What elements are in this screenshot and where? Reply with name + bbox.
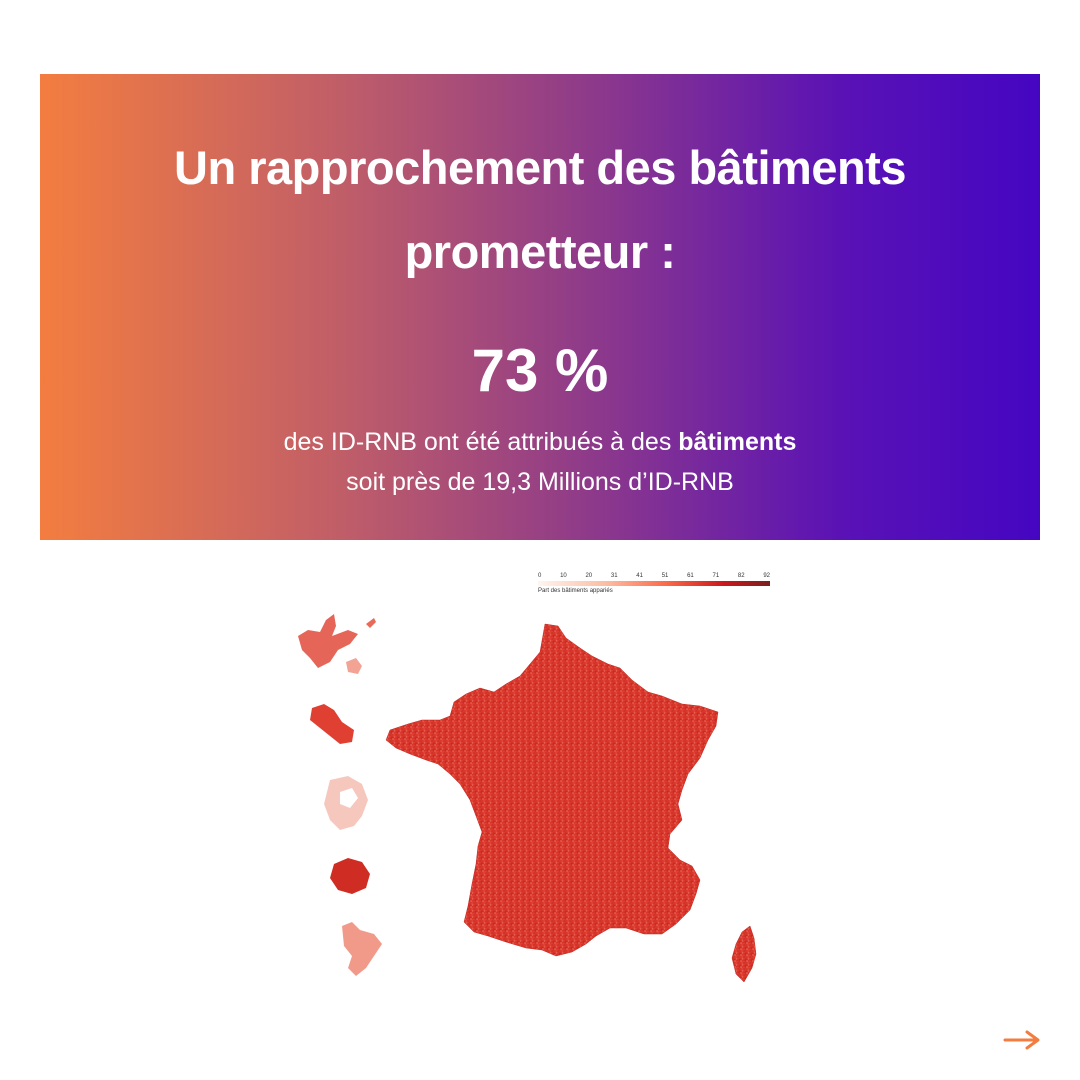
stat-description: des ID-RNB ont été attribués à des bâtim… [40,422,1040,502]
territory-guadeloupe-islet [346,658,362,674]
territory-reunion [330,858,370,894]
legend-ticks: 0 10 20 31 41 51 61 71 82 92 [538,572,770,580]
title-line-2: prometteur : [404,225,676,278]
desc-line-2: soit près de 19,3 Millions d’ID-RNB [346,468,734,496]
territory-guadeloupe [298,614,358,668]
legend-title: Part des bâtiments appariés [538,588,613,594]
title-line-1: Un rapprochement des bâtiments [174,141,906,194]
desc-line-1-text: des ID-RNB ont été attribués à des [283,428,679,456]
legend-tick-label: 41 [636,573,643,579]
desc-line-1-bold: bâtiments [678,428,797,456]
legend-tick-label: 20 [585,573,593,579]
legend-tick-label: 0 [538,573,542,579]
corsica [731,925,757,983]
stat-value: 73 % [471,337,609,404]
choropleth-map [298,614,757,983]
legend-tick-label: 61 [687,573,694,579]
headline-banner: Un rapprochement des bâtiments prometteu… [40,74,1040,540]
legend-tick-label: 92 [763,573,770,579]
france-map: 0 10 20 31 41 51 61 71 82 92 Part des bâtiments a… [290,564,790,1004]
territory-mayotte [342,922,382,976]
mainland-france [385,623,719,957]
territory-martinique [310,704,354,744]
arrow-right-icon[interactable] [1003,1028,1043,1052]
legend-tick-label: 82 [737,573,745,579]
page-title: Un rapprochement des bâtiments prometteu… [40,126,1040,294]
legend-tick-label: 31 [610,573,618,579]
legend-color-bar [538,581,770,586]
desc-line-1: des ID-RNB ont été attribués à des bâtim… [40,422,1040,462]
legend-tick-label: 10 [560,573,567,579]
territory-guyane-inner [340,788,358,808]
map-legend: 0 10 20 31 41 51 61 71 82 92 Part des bâtiments a… [538,572,770,594]
legend-tick-label: 51 [661,573,669,579]
overseas-territories [298,614,382,976]
legend-tick-label: 71 [712,573,720,579]
territory-guadeloupe-islet-2 [366,618,376,628]
